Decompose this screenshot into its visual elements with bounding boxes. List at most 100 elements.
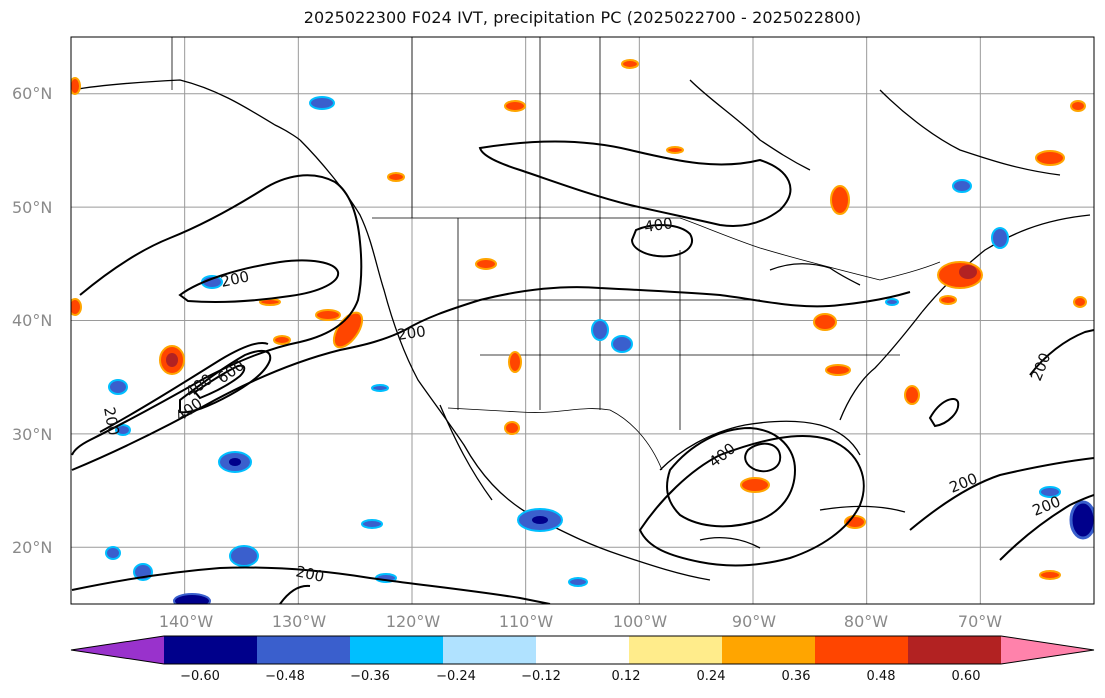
lon-label: 70°W	[958, 612, 1002, 631]
precip-cell	[1035, 150, 1065, 166]
ivt-contour-200	[279, 584, 311, 604]
yucatan-coastline	[699, 537, 761, 549]
colorbar-tick-label: 0.60	[952, 669, 981, 684]
precip-cell	[904, 385, 920, 405]
coastlines	[71, 79, 1091, 581]
precip-cell	[309, 96, 335, 110]
precip-cell	[361, 519, 383, 529]
precip-cell	[830, 185, 850, 215]
ivt-contour-200	[178, 259, 340, 303]
us-mexico-border	[447, 407, 663, 471]
alaska-coastline	[71, 79, 301, 141]
ivt-contour-200	[928, 398, 960, 428]
colorbar-swatch	[722, 636, 815, 664]
colorbar-tick-label: −0.36	[350, 669, 390, 684]
precip-cell	[273, 335, 291, 345]
precip-cell	[71, 298, 82, 316]
ivt-contour-200	[478, 140, 792, 228]
precip-cell	[1073, 296, 1087, 308]
lon-label: 90°W	[732, 612, 776, 631]
ivt-contour-400	[179, 349, 272, 414]
map-panel: 200 200 400 600 400 200 400 400 200 200 …	[70, 36, 1095, 605]
colorbar-outline	[70, 635, 1095, 665]
contour-label: 200	[294, 562, 326, 586]
colorbar-tick-label: −0.12	[521, 669, 561, 684]
ivt-contour-200	[999, 494, 1094, 561]
gridlines	[71, 37, 1094, 604]
colorbar-swatch	[815, 636, 908, 664]
ivt-contour-200	[638, 434, 865, 567]
colorbar-ticks: −0.60 −0.48 −0.36 −0.24 −0.12 0.12 0.24 …	[180, 669, 980, 684]
colorbar-swatch	[257, 636, 350, 664]
ivt-contours	[71, 140, 1094, 604]
precip-cell	[387, 172, 405, 182]
hudson-bay-coastline	[689, 79, 811, 171]
precip-cell	[885, 298, 899, 306]
precip-cell	[939, 295, 957, 305]
precip-cell	[371, 384, 389, 392]
contour-label: 200	[100, 406, 123, 437]
precip-cell	[173, 593, 211, 604]
colorbar-swatch	[536, 636, 629, 664]
ivt-contour-200	[71, 286, 911, 471]
precip-cell	[611, 335, 633, 353]
ivt-contour-600	[193, 364, 246, 400]
political-borders	[171, 37, 941, 471]
cuba-coastline	[819, 505, 906, 513]
precip-cell	[740, 477, 770, 493]
ivt-contour-400	[630, 224, 693, 258]
precip-cell	[959, 265, 977, 279]
us-canada-border	[372, 217, 941, 281]
precip-cell	[591, 319, 609, 341]
lat-label: 60°N	[12, 84, 52, 103]
precip-cell	[315, 309, 341, 321]
colorbar-tick-label: −0.48	[265, 669, 305, 684]
baja-coastline	[439, 404, 493, 501]
precip-cell	[1039, 570, 1061, 580]
labrador-coastline	[879, 89, 1061, 176]
map-title: 2025022300 F024 IVT, precipitation PC (2…	[303, 8, 862, 27]
colorbar-tick-label: 0.12	[612, 669, 641, 684]
precip-cell	[991, 227, 1009, 249]
lon-label: 120°W	[386, 612, 441, 631]
precip-cell	[813, 313, 837, 331]
colorbar-swatch	[443, 636, 536, 664]
colorbar-tick-label: −0.60	[180, 669, 220, 684]
lon-label: 140°W	[159, 612, 214, 631]
ivt-contour-200	[71, 174, 363, 456]
precip-cell	[952, 179, 972, 193]
lat-label: 30°N	[12, 425, 52, 444]
precip-cell	[825, 364, 851, 376]
precip-cell	[1069, 500, 1094, 540]
precip-cell	[229, 458, 241, 466]
precip-cell	[71, 77, 81, 95]
precip-cell	[1070, 100, 1086, 112]
ivt-contour-400	[744, 442, 782, 473]
precip-cell	[504, 100, 526, 112]
contour-label: 200	[219, 267, 251, 291]
colorbar-tick-label: 0.36	[782, 669, 811, 684]
precip-cell	[666, 146, 684, 154]
atlantic-coastline	[921, 214, 1091, 313]
precip-cell	[504, 421, 520, 435]
lon-label: 130°W	[272, 612, 327, 631]
precip-cell	[1039, 486, 1061, 498]
colorbar-swatch	[629, 636, 722, 664]
florida-coastline	[839, 311, 923, 421]
gulf-coastline	[659, 420, 861, 471]
precip-cell	[532, 516, 548, 524]
lon-label: 110°W	[499, 612, 554, 631]
colorbar-tick-label: 0.48	[867, 669, 896, 684]
precip-cell	[621, 59, 639, 69]
colorbar-extend-min	[71, 636, 164, 664]
ivt-contour-200	[1029, 329, 1094, 376]
precip-cell	[108, 379, 128, 395]
lat-label: 40°N	[12, 311, 52, 330]
precip-cell	[568, 577, 588, 587]
contour-label: 200	[396, 322, 427, 344]
precip-cell	[105, 546, 121, 560]
colorbar-swatch	[164, 636, 257, 664]
lat-axis-labels: 60°N 50°N 40°N 30°N 20°N	[12, 84, 52, 557]
colorbar	[70, 635, 1095, 665]
